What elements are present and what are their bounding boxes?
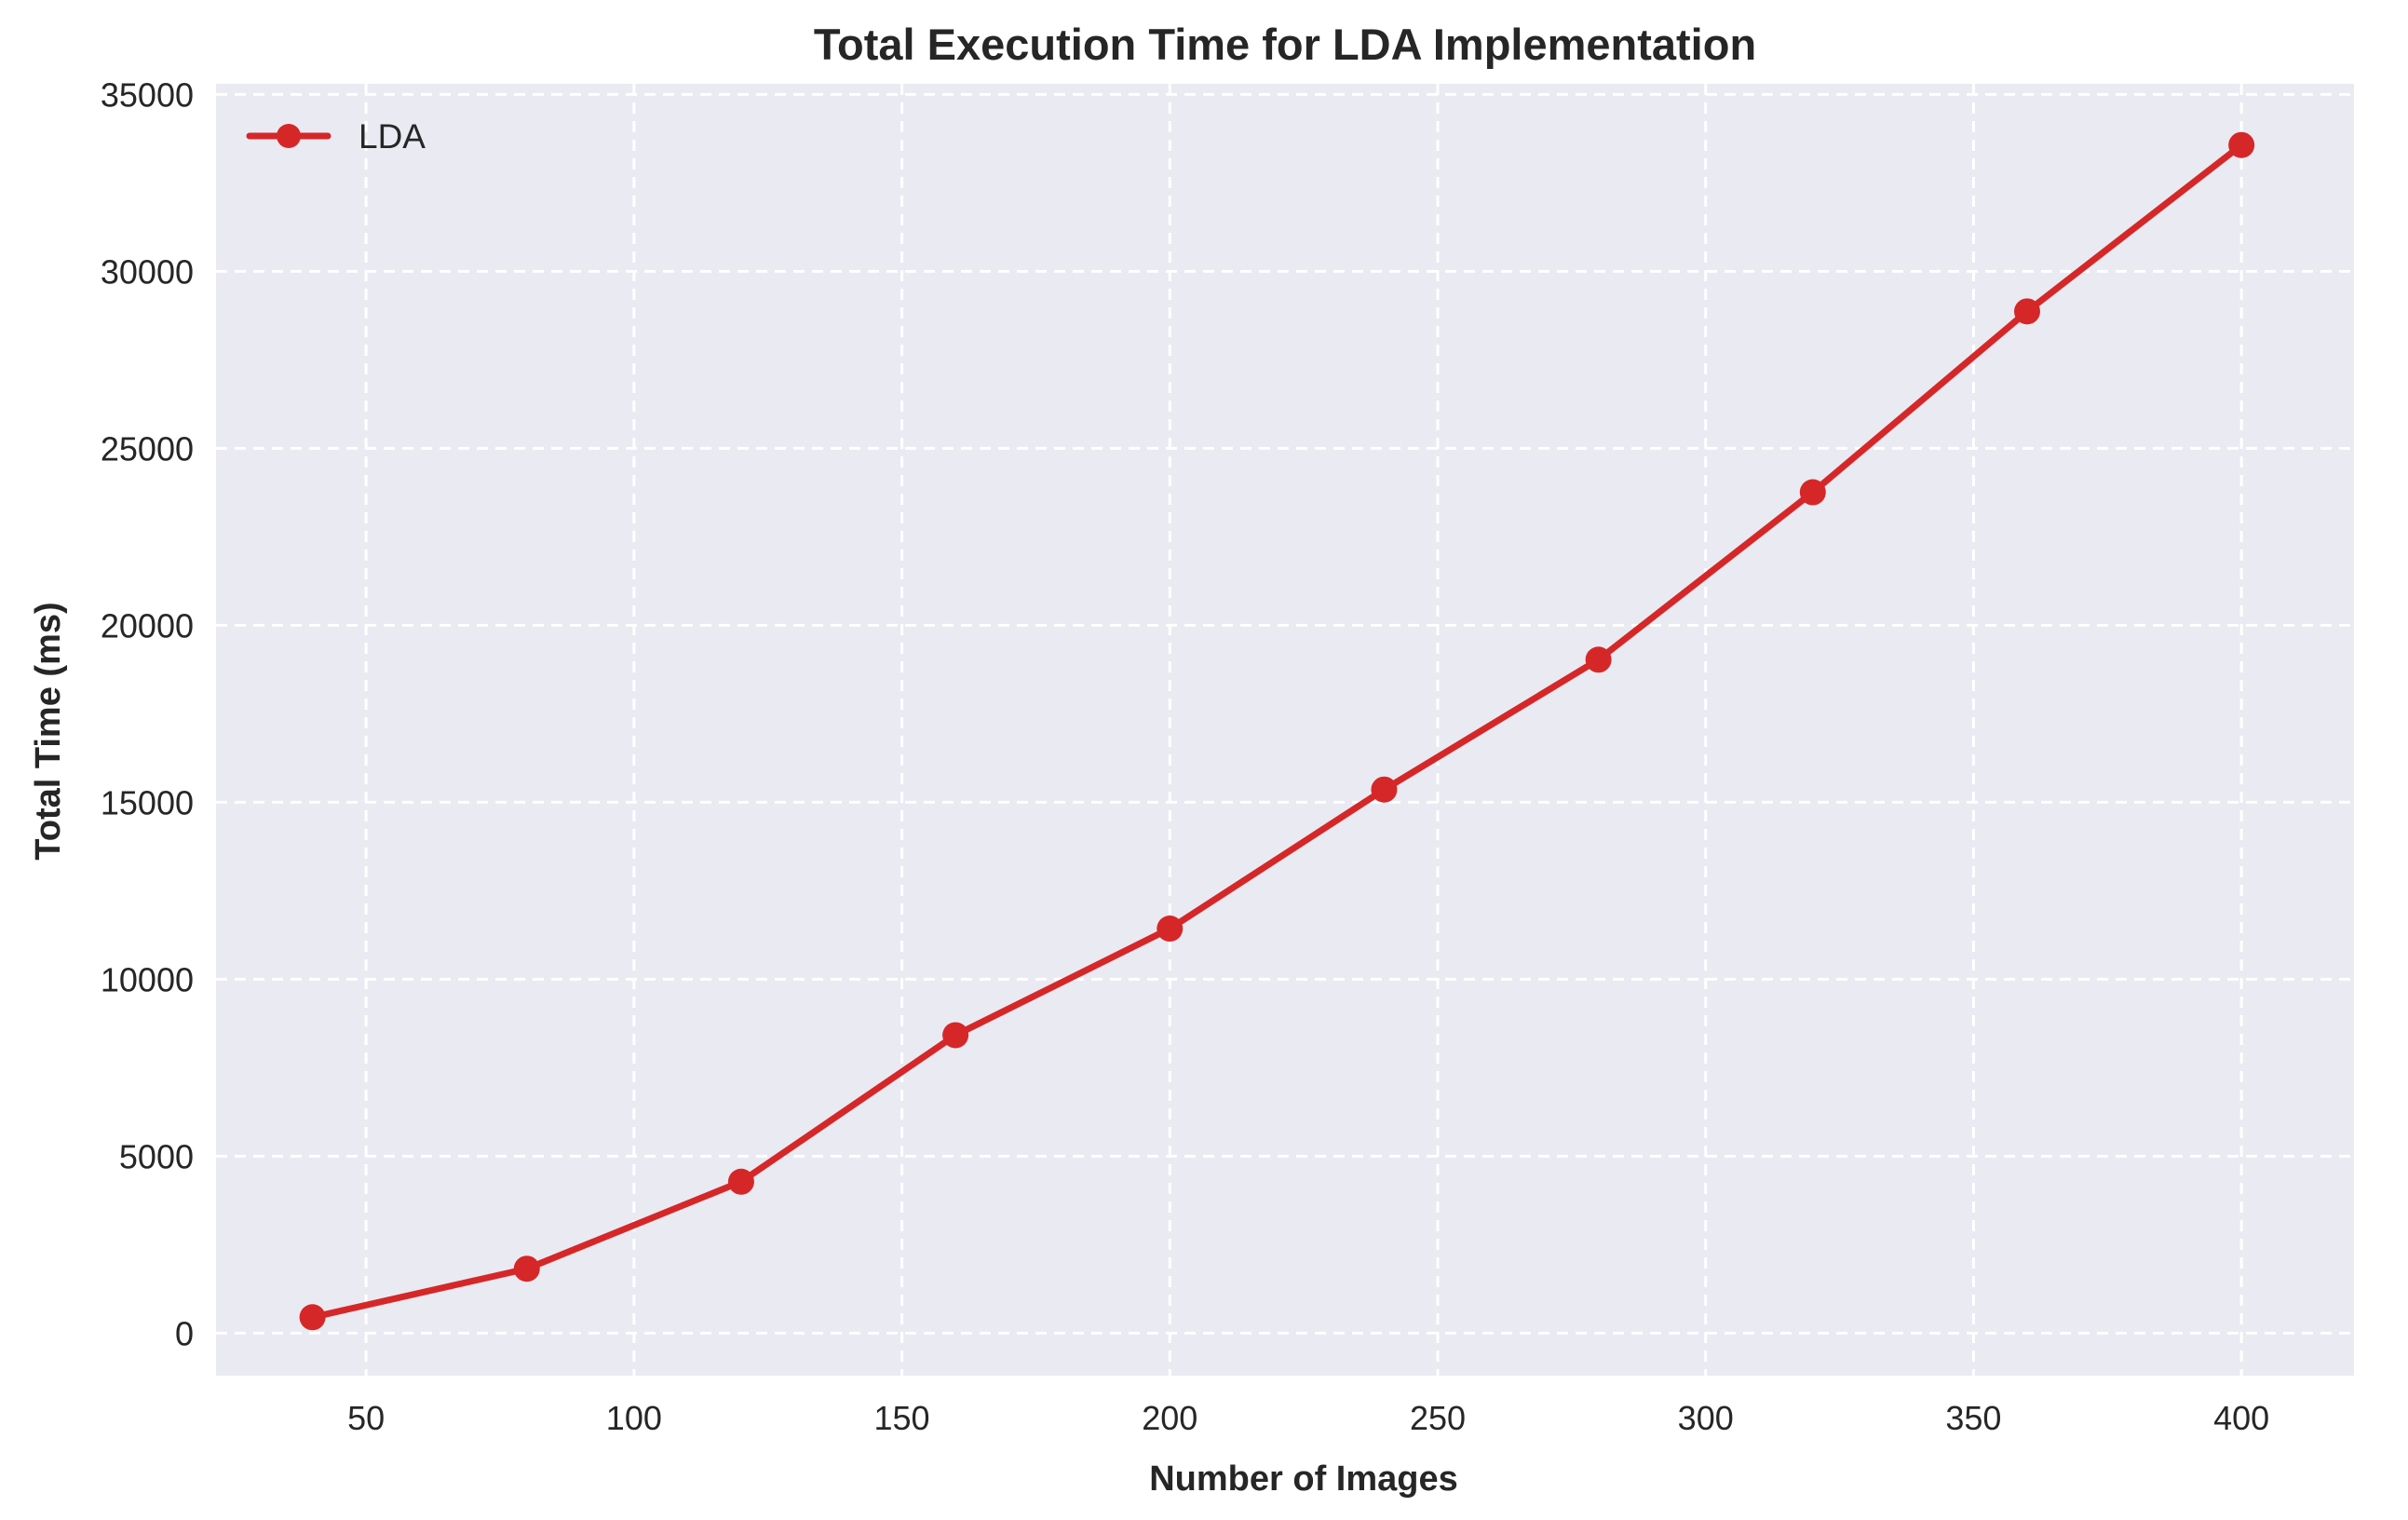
data-point xyxy=(1371,776,1398,803)
chart-title: Total Execution Time for LDA Implementat… xyxy=(814,20,1756,69)
legend-marker-lda xyxy=(277,124,301,148)
y-tick-label: 15000 xyxy=(101,783,194,821)
legend-label-lda: LDA xyxy=(358,117,426,156)
legend: LDA xyxy=(246,117,426,156)
data-point xyxy=(2228,131,2255,158)
y-tick-label: 30000 xyxy=(101,252,194,291)
series-layer xyxy=(299,131,2255,1331)
grid-lines xyxy=(216,84,2354,1376)
x-tick-label: 400 xyxy=(2213,1399,2269,1437)
y-tick-label: 25000 xyxy=(101,429,194,468)
data-point xyxy=(942,1022,969,1049)
data-point xyxy=(727,1168,754,1195)
y-tick-label: 10000 xyxy=(101,960,194,998)
plot-area xyxy=(216,84,2354,1376)
x-axis-ticks: 50 100 150 200 250 300 350 400 xyxy=(347,1399,2269,1437)
x-tick-label: 150 xyxy=(874,1399,930,1437)
data-point xyxy=(2013,298,2040,325)
y-tick-label: 35000 xyxy=(101,75,194,114)
data-point xyxy=(1157,916,1184,943)
data-point xyxy=(299,1304,326,1331)
y-axis-title: Total Time (ms) xyxy=(29,602,68,860)
x-tick-label: 100 xyxy=(606,1399,662,1437)
x-tick-label: 300 xyxy=(1678,1399,1734,1437)
x-tick-label: 250 xyxy=(1410,1399,1466,1437)
y-tick-label: 20000 xyxy=(101,606,194,645)
x-tick-label: 350 xyxy=(1945,1399,2001,1437)
y-tick-label: 5000 xyxy=(119,1137,194,1175)
y-tick-label: 0 xyxy=(175,1314,194,1352)
data-point xyxy=(1585,646,1612,673)
x-tick-label: 50 xyxy=(347,1399,385,1437)
data-point xyxy=(1799,479,1826,506)
y-axis-ticks: 0 5000 10000 15000 20000 25000 30000 35000 xyxy=(101,75,194,1352)
series-line-lda xyxy=(309,142,2245,1321)
data-point xyxy=(513,1255,540,1282)
x-axis-title: Number of Images xyxy=(1149,1459,1458,1499)
x-tick-label: 200 xyxy=(1142,1399,1197,1437)
